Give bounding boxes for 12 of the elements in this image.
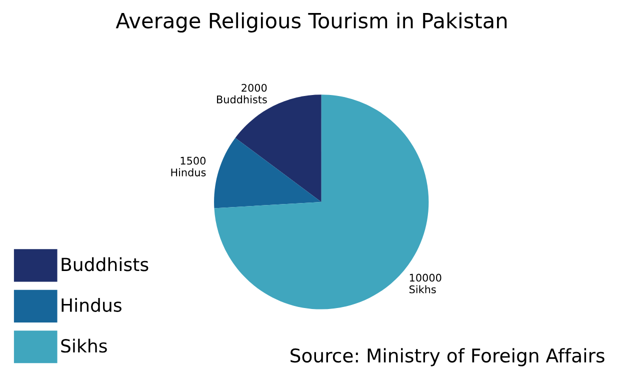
source-note: Source: Ministry of Foreign Affairs — [290, 348, 604, 366]
legend-label: Hindus — [62, 298, 122, 312]
legend-label: Buddhists — [62, 257, 148, 272]
slice-label: Hindus — [171, 168, 206, 176]
slice-label: Sikhs — [409, 285, 436, 294]
slice-label: Buddhists — [217, 95, 267, 104]
data-label: 10000 — [410, 274, 442, 282]
data-label: 1500 — [180, 156, 206, 165]
data-label: 2000 — [242, 84, 267, 92]
legend-label: Sikhs — [61, 338, 107, 353]
chart-title: Average Religious Tourism in Pakistan — [116, 12, 507, 33]
pie-slice — [214, 138, 322, 208]
